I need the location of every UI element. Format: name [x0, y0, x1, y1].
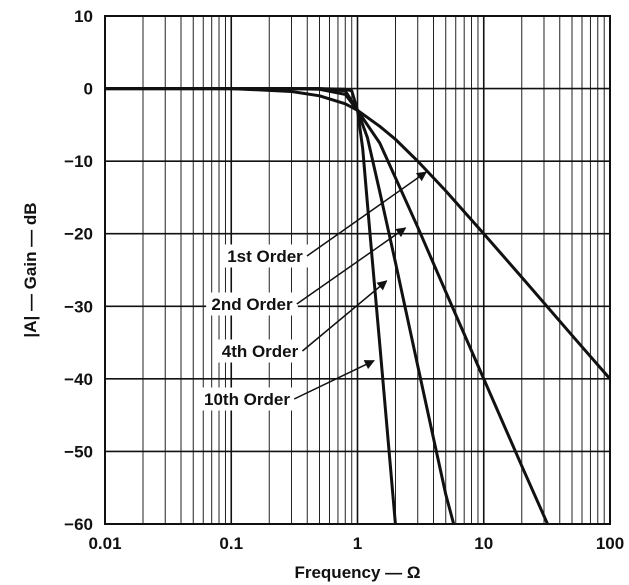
- annotation-label: 2nd Order: [211, 295, 293, 314]
- y-tick-labels: 10 0 −10 −20 −30 −40 −50 −60: [64, 7, 93, 534]
- x-tick-label: 1: [353, 534, 362, 553]
- y-tick-label: −60: [64, 515, 93, 534]
- annotation-background: [206, 292, 298, 316]
- y-tick-label: −40: [64, 370, 93, 389]
- y-tick-label: −50: [64, 442, 93, 461]
- annotation-arrow: [296, 227, 407, 305]
- curve-order-10: [105, 87, 397, 524]
- annotation-arrow: [301, 280, 388, 352]
- x-tick-label: 100: [596, 534, 624, 553]
- annotation-background: [216, 339, 304, 363]
- annotation-label: 1st Order: [227, 247, 303, 266]
- y-tick-label: −30: [64, 297, 93, 316]
- annotation: 10th Order: [198, 360, 375, 411]
- annotation-arrow: [293, 360, 375, 400]
- annotation-arrow: [306, 171, 428, 257]
- plot-frame: [104, 15, 611, 525]
- x-tick-labels: 0.01 0.1 1 10 100: [88, 534, 624, 553]
- annotation-background: [222, 244, 308, 268]
- annotation: 1st Order: [222, 171, 428, 268]
- x-tick-label: 10: [474, 534, 493, 553]
- annotation-background: [198, 387, 296, 411]
- annotation-label: 4th Order: [222, 342, 299, 361]
- annotation: 4th Order: [216, 280, 388, 363]
- y-tick-label: 0: [84, 80, 93, 99]
- annotation-label: 10th Order: [204, 390, 290, 409]
- y-axis-title: |A| — Gain — dB: [21, 202, 40, 337]
- x-tick-label: 0.01: [88, 534, 121, 553]
- x-axis-title: Frequency — Ω: [294, 563, 420, 582]
- y-tick-label: −10: [64, 152, 93, 171]
- annotations: 1st Order 2nd Order 4th Order 10th Order: [198, 171, 428, 411]
- x-tick-label: 0.1: [219, 534, 243, 553]
- annotation: 2nd Order: [206, 227, 407, 316]
- y-tick-label: 10: [74, 7, 93, 26]
- y-tick-label: −20: [64, 225, 93, 244]
- curves: [105, 87, 610, 524]
- curve-order-1: [105, 87, 610, 381]
- minor-grid: [142, 16, 605, 524]
